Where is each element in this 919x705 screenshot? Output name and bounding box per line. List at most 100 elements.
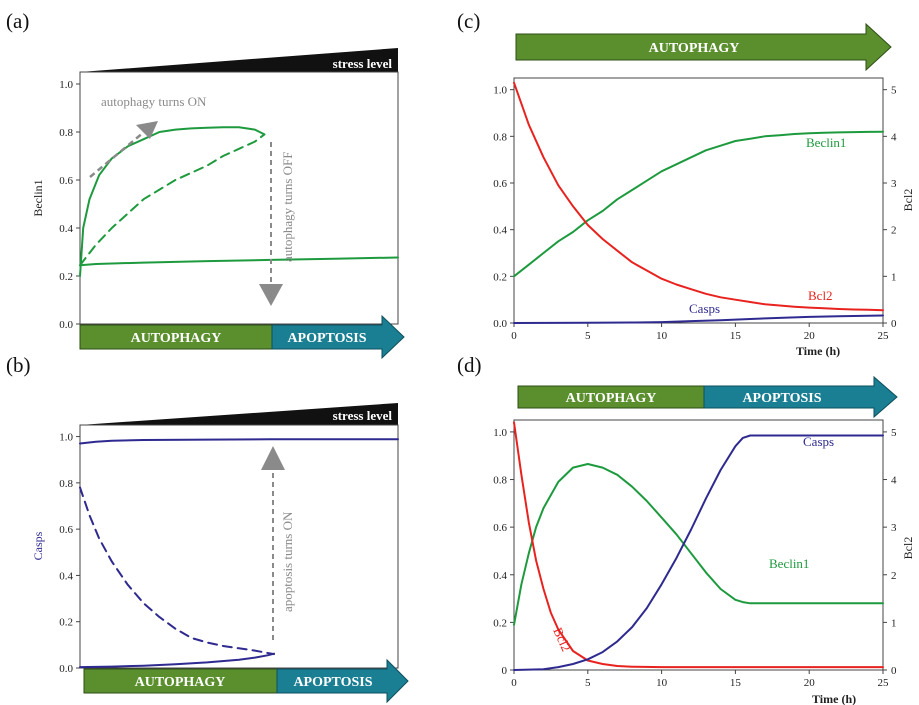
plot-frame-d	[513, 419, 884, 671]
series-line-c-beclin1	[513, 130, 884, 278]
series-label-casps-c: Casps	[689, 301, 720, 316]
ylabel-right-d: Bcl2	[901, 537, 915, 560]
plot-frame-b	[79, 424, 399, 669]
annotation-apoptosis-on-label: apoptosis turns ON	[280, 511, 295, 612]
series-label-casps-d: Casps	[803, 434, 834, 449]
ytick-label-b: 1.0	[59, 432, 73, 444]
y2tick-label-d: 5	[891, 427, 897, 439]
xlabel-d: Time (h)	[812, 692, 856, 705]
xtick-label-d: 15	[730, 677, 742, 689]
panel-label-d: (d)	[457, 353, 482, 377]
ytick-label-a: 0.2	[59, 271, 73, 283]
series-line-c-casps	[513, 314, 884, 324]
xtick-label-d: 5	[585, 677, 591, 689]
y2tick-label-d: 2	[891, 570, 897, 582]
phase-autophagy-label-c: AUTOPHAGY	[649, 41, 740, 56]
ytick-label-b: 0.8	[59, 478, 73, 490]
y2tick-label-d: 0	[891, 665, 897, 677]
ytick-label-b: 0.2	[59, 617, 73, 629]
y2tick-label-c: 3	[891, 178, 897, 190]
series-line-b-casps-1	[79, 486, 275, 656]
series-label-beclin1-c: Beclin1	[806, 135, 846, 150]
ytick-label-b: 0.0	[59, 663, 73, 675]
xlabel-c: Time (h)	[796, 344, 840, 358]
y2tick-label-c: 5	[891, 85, 897, 97]
ytick-label-c: 0.4	[493, 225, 507, 237]
y2tick-label-d: 1	[891, 617, 897, 629]
series-line-a-beclin1-2	[79, 133, 266, 267]
annotation-apoptosis-on: apoptosis turns ON	[261, 446, 295, 640]
xtick-label-c: 20	[804, 330, 816, 342]
xtick-label-c: 15	[730, 330, 742, 342]
phase-apoptosis-label-a: APOPTOSIS	[287, 331, 366, 346]
phase-apoptosis-label-b: APOPTOSIS	[293, 675, 372, 690]
ytick-label-b: 0.6	[59, 524, 73, 536]
ylabel-b: Casps	[31, 531, 45, 560]
annotation-autophagy-on-label: autophagy turns ON	[101, 94, 207, 109]
ylabel-a: Beclin1	[31, 179, 45, 216]
phase-bar-c: AUTOPHAGY	[515, 22, 892, 72]
series-line-b-casps-0	[79, 438, 399, 445]
y2tick-label-d: 3	[891, 522, 897, 534]
ytick-label-a: 0.4	[59, 223, 73, 235]
xtick-label-c: 0	[511, 330, 517, 342]
ytick-label-d: 0.8	[493, 475, 507, 487]
series-line-c-bcl2	[513, 81, 884, 312]
ylabel-right-c: Bcl2	[901, 189, 915, 212]
ytick-label-d: 0.6	[493, 522, 507, 534]
series-line-d-beclin1	[513, 463, 884, 626]
panel-label-a: (a)	[6, 9, 29, 33]
panel-label-b: (b)	[6, 353, 31, 377]
phase-autophagy-label-b: AUTOPHAGY	[135, 675, 226, 690]
phase-apoptosis-a	[271, 314, 405, 360]
series-line-a-beclin1-0	[79, 256, 399, 267]
phase-bar-a: AUTOPHAGY APOPTOSIS	[79, 314, 405, 360]
phase-bar-d: AUTOPHAGY APOPTOSIS	[517, 375, 898, 419]
annotation-autophagy-on: autophagy turns ON	[89, 94, 207, 178]
phase-autophagy-label-d: AUTOPHAGY	[566, 391, 657, 406]
ytick-label-d: 0	[502, 665, 508, 677]
ytick-label-c: 1.0	[493, 85, 507, 97]
xtick-label-c: 25	[878, 330, 890, 342]
series-line-a-beclin1-1	[79, 126, 266, 277]
ytick-label-a: 1.0	[59, 79, 73, 91]
phase-apoptosis-d	[703, 375, 898, 419]
phase-autophagy-label-a: AUTOPHAGY	[131, 331, 222, 346]
annotation-autophagy-off-label: autophagy turns OFF	[280, 152, 295, 263]
ytick-label-a: 0.6	[59, 175, 73, 187]
series-line-b-casps-2	[79, 652, 275, 669]
stress-wedge-a: stress level	[80, 48, 398, 72]
y2tick-label-c: 2	[891, 225, 897, 237]
ytick-label-d: 0.4	[493, 570, 507, 582]
y2tick-label-c: 4	[891, 131, 897, 143]
ytick-label-c: 0.8	[493, 131, 507, 143]
xtick-label-d: 0	[511, 677, 517, 689]
xtick-label-c: 5	[585, 330, 591, 342]
y2tick-label-d: 4	[891, 475, 897, 487]
series-label-bcl2-c: Bcl2	[808, 288, 833, 303]
ytick-label-d: 0.2	[493, 617, 507, 629]
phase-bar-b: AUTOPHAGY APOPTOSIS	[83, 658, 409, 704]
ytick-label-c: 0.6	[493, 178, 507, 190]
series-line-d-bcl2	[513, 421, 884, 669]
ytick-label-b: 0.4	[59, 570, 73, 582]
stress-level-label-a: stress level	[333, 56, 393, 71]
phase-autophagy-c	[515, 22, 892, 72]
xtick-label-d: 25	[878, 677, 890, 689]
phase-autophagy-a	[79, 324, 273, 350]
phase-apoptosis-label-d: APOPTOSIS	[742, 391, 821, 406]
ytick-label-d: 1.0	[493, 427, 507, 439]
xtick-label-c: 10	[656, 330, 668, 342]
series-label-beclin1-d: Beclin1	[769, 556, 809, 571]
panel-label-c: (c)	[457, 9, 480, 33]
series-label-bcl2-d: Bcl2	[550, 625, 574, 654]
ytick-label-a: 0.0	[59, 319, 73, 331]
ytick-label-a: 0.8	[59, 127, 73, 139]
stress-wedge-b: stress level	[80, 403, 398, 425]
series-line-d-casps	[513, 434, 884, 671]
y2tick-label-c: 0	[891, 318, 897, 330]
ytick-label-c: 0.0	[493, 318, 507, 330]
annotation-autophagy-off: autophagy turns OFF	[259, 142, 295, 306]
stress-level-label-b: stress level	[333, 408, 393, 423]
